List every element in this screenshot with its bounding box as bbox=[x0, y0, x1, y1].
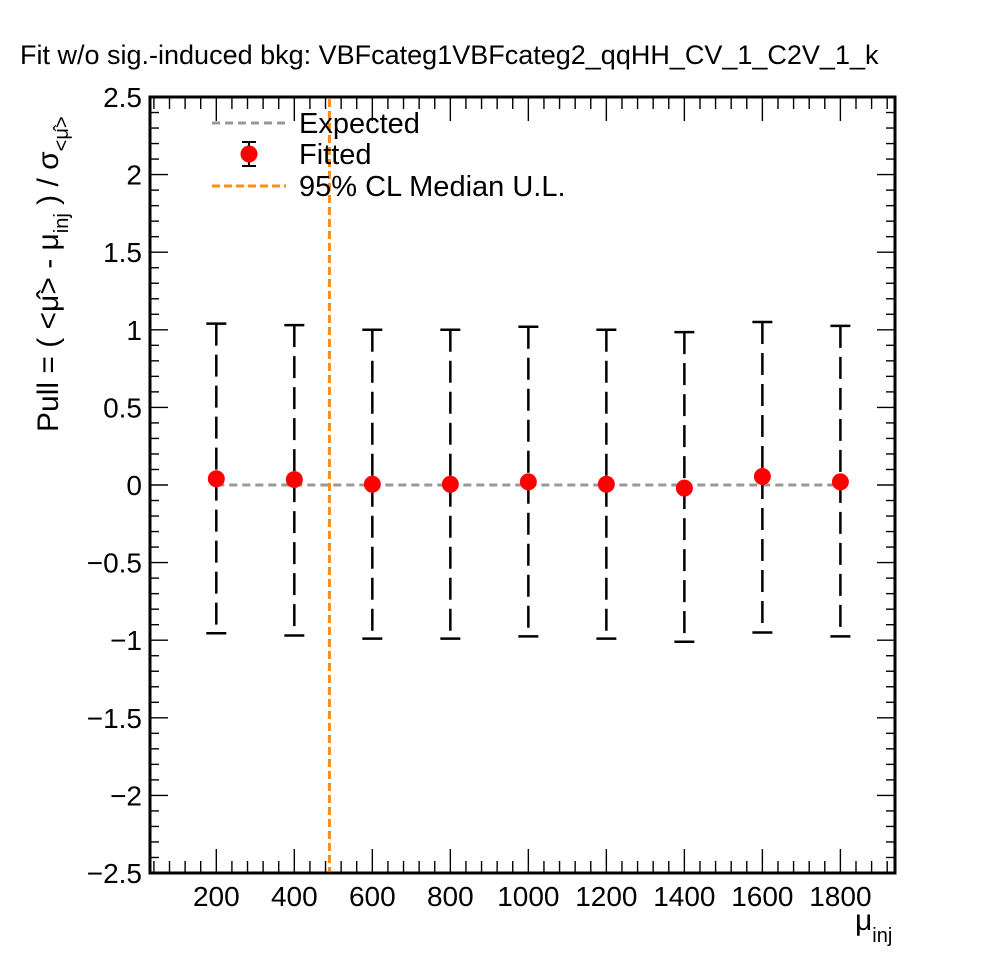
x-tick-label: 1600 bbox=[731, 881, 793, 912]
data-point bbox=[831, 473, 849, 491]
x-tick-label: 600 bbox=[349, 881, 396, 912]
x-tick-label: 1000 bbox=[497, 881, 559, 912]
y-tick-label: 1.5 bbox=[103, 237, 142, 268]
y-tick-label: −2 bbox=[110, 780, 142, 811]
x-axis-label: μinj bbox=[855, 904, 892, 947]
x-tick-label: 1800 bbox=[809, 881, 871, 912]
y-tick-label: −1.5 bbox=[87, 703, 142, 734]
y-axis-label: Pull = ( <μ̂> - μinj ) / σ<μ̂> bbox=[32, 116, 73, 432]
legend-label: 95% CL Median U.L. bbox=[299, 171, 566, 203]
data-point bbox=[675, 479, 693, 497]
y-tick-label: −1 bbox=[110, 625, 142, 656]
y-tick-label: 0.5 bbox=[103, 392, 142, 423]
x-tick-label: 1200 bbox=[575, 881, 637, 912]
y-tick-label: −0.5 bbox=[87, 548, 142, 579]
data-point bbox=[285, 471, 303, 489]
legend-fitted-marker bbox=[240, 145, 258, 163]
data-point bbox=[519, 473, 537, 491]
data-point bbox=[207, 470, 225, 488]
data-point bbox=[753, 467, 771, 485]
data-point bbox=[441, 475, 459, 493]
x-tick-label: 800 bbox=[427, 881, 474, 912]
chart-title: Fit w/o sig.-induced bkg: VBFcateg1VBFca… bbox=[20, 40, 879, 70]
data-point bbox=[597, 475, 615, 493]
x-tick-label: 200 bbox=[193, 881, 240, 912]
y-tick-label: 1 bbox=[126, 315, 142, 346]
y-tick-label: −2.5 bbox=[87, 858, 142, 889]
data-point bbox=[363, 475, 381, 493]
y-tick-label: 2.5 bbox=[103, 82, 142, 113]
legend-label: Fitted bbox=[299, 139, 372, 171]
y-tick-label: 0 bbox=[126, 470, 142, 501]
legend-label: Expected bbox=[299, 108, 420, 140]
x-tick-label: 1400 bbox=[653, 881, 715, 912]
y-tick-label: 2 bbox=[126, 160, 142, 191]
x-tick-label: 400 bbox=[271, 881, 318, 912]
